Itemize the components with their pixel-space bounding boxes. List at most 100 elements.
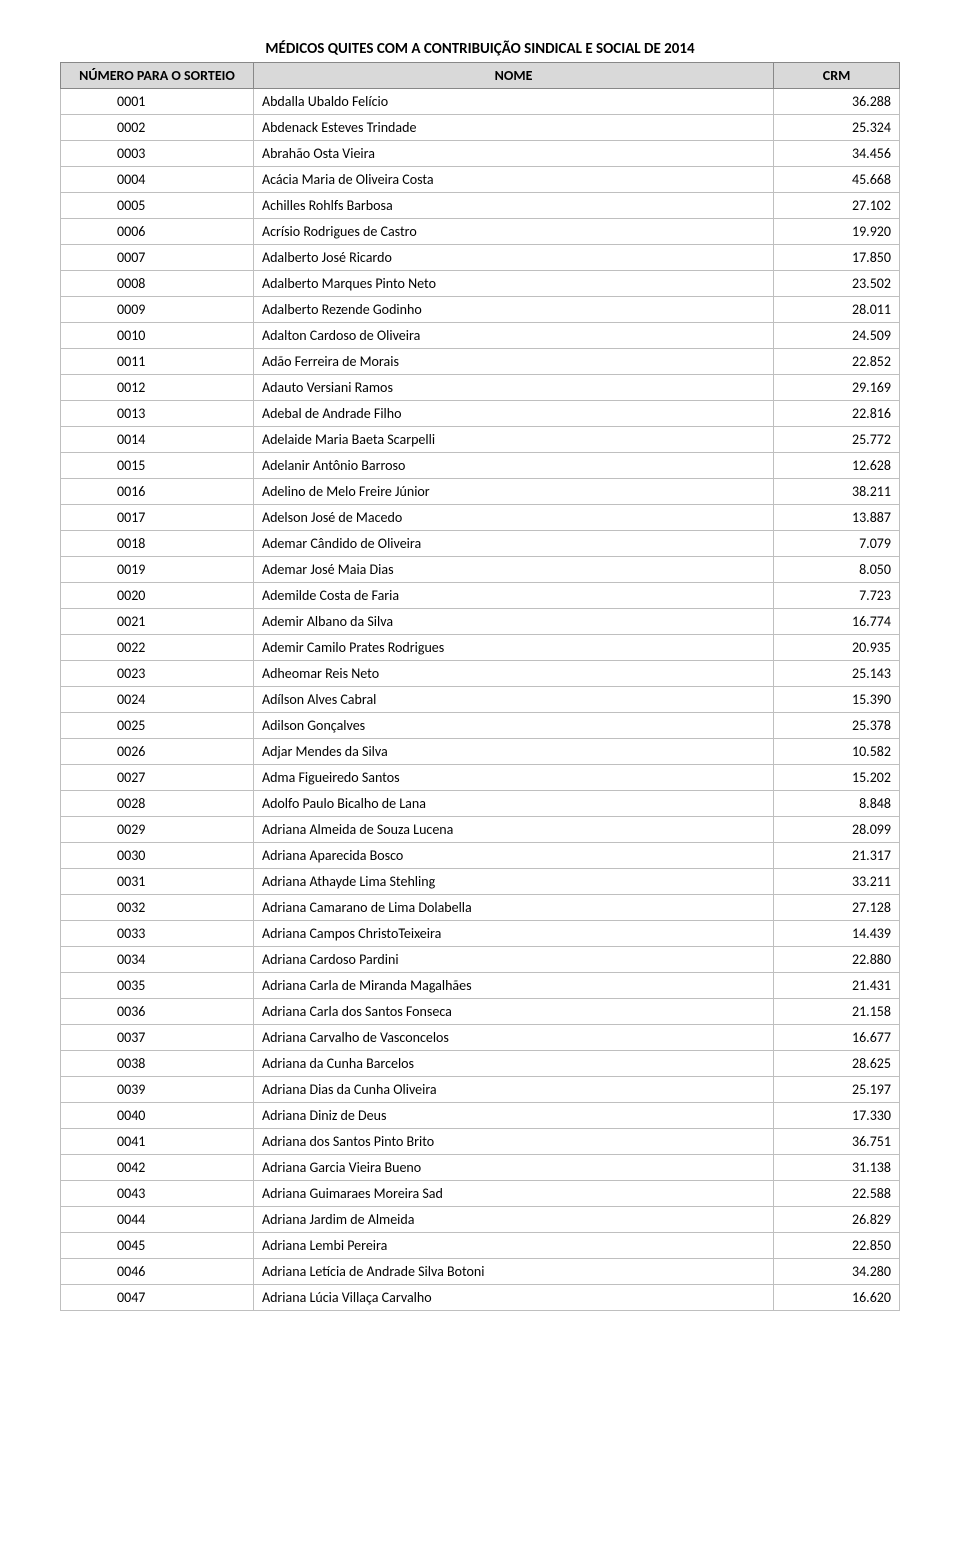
table-row: 0044Adriana Jardim de Almeida26.829 <box>61 1207 900 1233</box>
cell-nome: Adelino de Melo Freire Júnior <box>253 479 773 505</box>
cell-numero: 0041 <box>61 1129 254 1155</box>
cell-nome: Adriana Almeida de Souza Lucena <box>253 817 773 843</box>
cell-numero: 0001 <box>61 89 254 115</box>
cell-numero: 0003 <box>61 141 254 167</box>
cell-numero: 0012 <box>61 375 254 401</box>
cell-crm: 20.935 <box>774 635 900 661</box>
cell-crm: 36.288 <box>774 89 900 115</box>
cell-numero: 0002 <box>61 115 254 141</box>
cell-nome: Acácia Maria de Oliveira Costa <box>253 167 773 193</box>
cell-nome: Adriana Athayde Lima Stehling <box>253 869 773 895</box>
table-row: 0012Adauto Versiani Ramos29.169 <box>61 375 900 401</box>
cell-numero: 0028 <box>61 791 254 817</box>
table-row: 0005Achilles Rohlfs Barbosa27.102 <box>61 193 900 219</box>
cell-nome: Adriana Garcia Vieira Bueno <box>253 1155 773 1181</box>
cell-numero: 0039 <box>61 1077 254 1103</box>
cell-numero: 0045 <box>61 1233 254 1259</box>
cell-numero: 0015 <box>61 453 254 479</box>
cell-crm: 25.378 <box>774 713 900 739</box>
cell-crm: 38.211 <box>774 479 900 505</box>
table-row: 0010Adalton Cardoso de Oliveira24.509 <box>61 323 900 349</box>
cell-numero: 0011 <box>61 349 254 375</box>
cell-crm: 29.169 <box>774 375 900 401</box>
cell-numero: 0035 <box>61 973 254 999</box>
cell-crm: 21.431 <box>774 973 900 999</box>
cell-nome: Adelaide Maria Baeta Scarpelli <box>253 427 773 453</box>
cell-nome: Abrahão Osta Vieira <box>253 141 773 167</box>
cell-numero: 0007 <box>61 245 254 271</box>
cell-nome: Adriana Lúcia Villaça Carvalho <box>253 1285 773 1311</box>
cell-crm: 27.102 <box>774 193 900 219</box>
table-row: 0031Adriana Athayde Lima Stehling33.211 <box>61 869 900 895</box>
cell-numero: 0023 <box>61 661 254 687</box>
cell-numero: 0009 <box>61 297 254 323</box>
cell-nome: Adauto Versiani Ramos <box>253 375 773 401</box>
table-row: 0029Adriana Almeida de Souza Lucena28.09… <box>61 817 900 843</box>
cell-crm: 23.502 <box>774 271 900 297</box>
cell-crm: 31.138 <box>774 1155 900 1181</box>
cell-numero: 0005 <box>61 193 254 219</box>
cell-numero: 0037 <box>61 1025 254 1051</box>
cell-crm: 13.887 <box>774 505 900 531</box>
cell-crm: 19.920 <box>774 219 900 245</box>
table-row: 0019Ademar José Maia Dias8.050 <box>61 557 900 583</box>
cell-numero: 0010 <box>61 323 254 349</box>
cell-nome: Adriana Lembi Pereira <box>253 1233 773 1259</box>
table-row: 0045Adriana Lembi Pereira22.850 <box>61 1233 900 1259</box>
cell-numero: 0018 <box>61 531 254 557</box>
cell-nome: Abdalla Ubaldo Felício <box>253 89 773 115</box>
cell-crm: 22.852 <box>774 349 900 375</box>
cell-crm: 33.211 <box>774 869 900 895</box>
cell-crm: 7.723 <box>774 583 900 609</box>
cell-nome: Adolfo Paulo Bicalho de Lana <box>253 791 773 817</box>
cell-crm: 22.850 <box>774 1233 900 1259</box>
cell-numero: 0027 <box>61 765 254 791</box>
table-row: 0026Adjar Mendes da Silva10.582 <box>61 739 900 765</box>
cell-numero: 0034 <box>61 947 254 973</box>
table-row: 0007Adalberto José Ricardo17.850 <box>61 245 900 271</box>
table-row: 0046Adriana Letícia de Andrade Silva Bot… <box>61 1259 900 1285</box>
table-row: 0014Adelaide Maria Baeta Scarpelli25.772 <box>61 427 900 453</box>
table-row: 0036Adriana Carla dos Santos Fonseca21.1… <box>61 999 900 1025</box>
cell-crm: 22.588 <box>774 1181 900 1207</box>
cell-numero: 0016 <box>61 479 254 505</box>
cell-nome: Abdenack Esteves Trindade <box>253 115 773 141</box>
cell-crm: 28.099 <box>774 817 900 843</box>
cell-nome: Adriana Dias da Cunha Oliveira <box>253 1077 773 1103</box>
cell-nome: Adjar Mendes da Silva <box>253 739 773 765</box>
cell-crm: 8.848 <box>774 791 900 817</box>
cell-crm: 16.774 <box>774 609 900 635</box>
table-row: 0028Adolfo Paulo Bicalho de Lana8.848 <box>61 791 900 817</box>
cell-crm: 21.317 <box>774 843 900 869</box>
cell-nome: Adheomar Reis Neto <box>253 661 773 687</box>
cell-nome: Ademar José Maia Dias <box>253 557 773 583</box>
cell-crm: 27.128 <box>774 895 900 921</box>
cell-nome: Acrísio Rodrigues de Castro <box>253 219 773 245</box>
table-row: 0034Adriana Cardoso Pardini22.880 <box>61 947 900 973</box>
data-table: NÚMERO PARA O SORTEIO NOME CRM 0001Abdal… <box>60 62 900 1311</box>
cell-nome: Adriana Campos ChristoTeixeira <box>253 921 773 947</box>
cell-crm: 17.330 <box>774 1103 900 1129</box>
cell-crm: 12.628 <box>774 453 900 479</box>
cell-numero: 0019 <box>61 557 254 583</box>
cell-crm: 25.143 <box>774 661 900 687</box>
cell-numero: 0024 <box>61 687 254 713</box>
table-row: 0023Adheomar Reis Neto25.143 <box>61 661 900 687</box>
table-row: 0004Acácia Maria de Oliveira Costa45.668 <box>61 167 900 193</box>
cell-nome: Adílson Alves Cabral <box>253 687 773 713</box>
cell-numero: 0014 <box>61 427 254 453</box>
cell-nome: Adelson José de Macedo <box>253 505 773 531</box>
cell-nome: Adilson Gonçalves <box>253 713 773 739</box>
cell-crm: 36.751 <box>774 1129 900 1155</box>
table-row: 0002Abdenack Esteves Trindade25.324 <box>61 115 900 141</box>
cell-nome: Ademilde Costa de Faria <box>253 583 773 609</box>
cell-crm: 34.280 <box>774 1259 900 1285</box>
cell-numero: 0020 <box>61 583 254 609</box>
table-row: 0042Adriana Garcia Vieira Bueno31.138 <box>61 1155 900 1181</box>
cell-nome: Adão Ferreira de Morais <box>253 349 773 375</box>
table-row: 0047Adriana Lúcia Villaça Carvalho16.620 <box>61 1285 900 1311</box>
table-row: 0021Ademir Albano da Silva16.774 <box>61 609 900 635</box>
table-row: 0032Adriana Camarano de Lima Dolabella27… <box>61 895 900 921</box>
cell-nome: Adriana Diniz de Deus <box>253 1103 773 1129</box>
cell-crm: 21.158 <box>774 999 900 1025</box>
